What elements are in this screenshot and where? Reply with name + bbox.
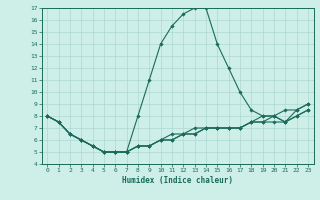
X-axis label: Humidex (Indice chaleur): Humidex (Indice chaleur) xyxy=(122,176,233,185)
